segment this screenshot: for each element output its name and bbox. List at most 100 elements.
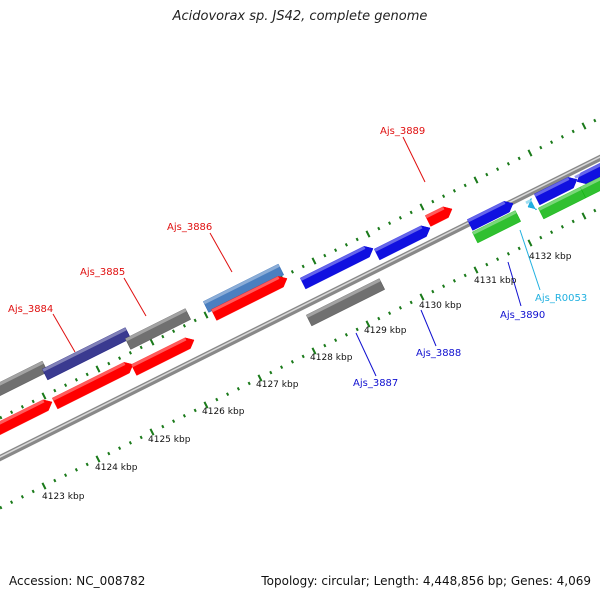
scale-label: 4123 kbp (42, 492, 85, 502)
inner-tick (172, 419, 176, 423)
outer-tick (149, 338, 155, 346)
inner-tick (496, 257, 500, 261)
inner-tick (355, 327, 359, 332)
gene-red-3886 (210, 276, 288, 321)
gene-blue-right-highlight (534, 177, 570, 197)
outer-tick (172, 329, 176, 333)
inner-tick (431, 289, 435, 294)
outer-tick (334, 248, 338, 252)
inner-tick (409, 300, 413, 305)
inner-tick (95, 455, 101, 463)
gene-red-3886-highlight (211, 276, 280, 313)
gene-red-right-highlight (131, 337, 187, 368)
gene-label-ajs-r0053[interactable]: Ajs_R0053 (535, 293, 587, 304)
leader-line (355, 332, 377, 377)
gene-ajs-3890-highlight (467, 201, 506, 223)
outer-tick (473, 176, 479, 184)
inner-tick (236, 387, 240, 391)
inner-tick (41, 482, 47, 490)
gene-blue-left (299, 246, 374, 290)
gene-label-ajs-3890[interactable]: Ajs_3890 (500, 310, 545, 321)
gene-ajs-3887 (305, 278, 386, 327)
scale-label: 4130 kbp (419, 301, 462, 311)
outer-tick (64, 383, 68, 387)
gene-label-ajs-3888[interactable]: Ajs_3888 (416, 348, 461, 359)
outer-tick (290, 270, 294, 274)
inner-tick (485, 262, 489, 267)
scale-label: 4129 kbp (364, 326, 407, 336)
inner-tick (215, 397, 219, 402)
leader-line (420, 309, 437, 347)
gene-label-ajs-3886[interactable]: Ajs_3886 (167, 222, 212, 233)
inner-tick (257, 374, 263, 382)
gene-blue-edge-highlight (574, 163, 600, 179)
inner-tick (560, 225, 564, 229)
scale-label: 4125 kbp (148, 435, 191, 445)
inner-tick (149, 428, 155, 436)
outer-tick (506, 162, 510, 166)
gene-green-right-highlight (538, 187, 582, 211)
inner-tick (365, 320, 371, 328)
scale-label: 4126 kbp (202, 407, 245, 417)
inner-tick (20, 495, 24, 499)
outer-tick (377, 226, 381, 231)
inner-tick (311, 347, 317, 355)
outer-tick (581, 122, 587, 130)
outer-tick (10, 410, 14, 414)
inner-tick (74, 468, 78, 472)
outer-tick (182, 324, 186, 328)
gene-ajs-3889 (424, 206, 453, 227)
outer-tick (398, 216, 402, 220)
outer-tick (409, 210, 413, 215)
inner-tick (571, 219, 575, 224)
leader-line (123, 277, 147, 317)
scale-label: 4128 kbp (310, 353, 353, 363)
gene-red-left-highlight (0, 399, 45, 425)
outer-tick (31, 399, 35, 404)
inner-tick (139, 435, 143, 440)
gene-label-ajs-3889[interactable]: Ajs_3889 (380, 126, 425, 137)
inner-tick (463, 273, 467, 278)
outer-tick (161, 334, 165, 339)
gene-ajs-3885-highlight (125, 308, 187, 342)
outer-tick (301, 264, 305, 269)
inner-tick (323, 343, 327, 348)
outer-tick (365, 230, 371, 238)
leader-line (52, 313, 76, 353)
gene-label-ajs-3884[interactable]: Ajs_3884 (8, 304, 53, 315)
gene-label-ajs-3885[interactable]: Ajs_3885 (80, 267, 125, 278)
outer-tick (311, 257, 317, 265)
scale-label: 4131 kbp (474, 276, 517, 286)
outer-tick (452, 189, 456, 193)
outer-tick (118, 356, 122, 360)
accession-text: Accession: NC_008782 (9, 574, 146, 588)
gene-labels: Ajs_3884 Ajs_3885 Ajs_3886 Ajs_3889 Ajs_… (8, 126, 587, 389)
inner-tick (269, 370, 273, 375)
gene-green-edge-highlight (580, 177, 600, 190)
outer-tick (560, 135, 564, 139)
inner-tick (203, 401, 209, 409)
outer-tick (53, 388, 57, 393)
outer-tick (388, 221, 392, 225)
gene-ajs-r0053-highlight (525, 199, 532, 205)
outer-tick (550, 140, 554, 144)
outer-tick (431, 199, 435, 204)
inner-tick (247, 381, 251, 386)
inner-tick (539, 235, 543, 240)
gene-features (0, 162, 600, 436)
gene-ajs-r0053 (527, 198, 538, 211)
inner-tick (452, 279, 456, 283)
gene-red-mid-highlight (52, 362, 126, 401)
outer-tick (419, 203, 425, 211)
outer-tick (41, 392, 47, 400)
leader-line (507, 261, 522, 307)
inner-tick (388, 311, 392, 315)
outer-tick (203, 311, 209, 319)
gene-ajs-3889-highlight (425, 206, 445, 219)
inner-tick (473, 266, 479, 274)
inner-tick (64, 473, 68, 477)
inner-tick (118, 446, 122, 450)
scale-label: 4132 kbp (529, 252, 572, 262)
gene-label-ajs-3887[interactable]: Ajs_3887 (353, 378, 398, 389)
